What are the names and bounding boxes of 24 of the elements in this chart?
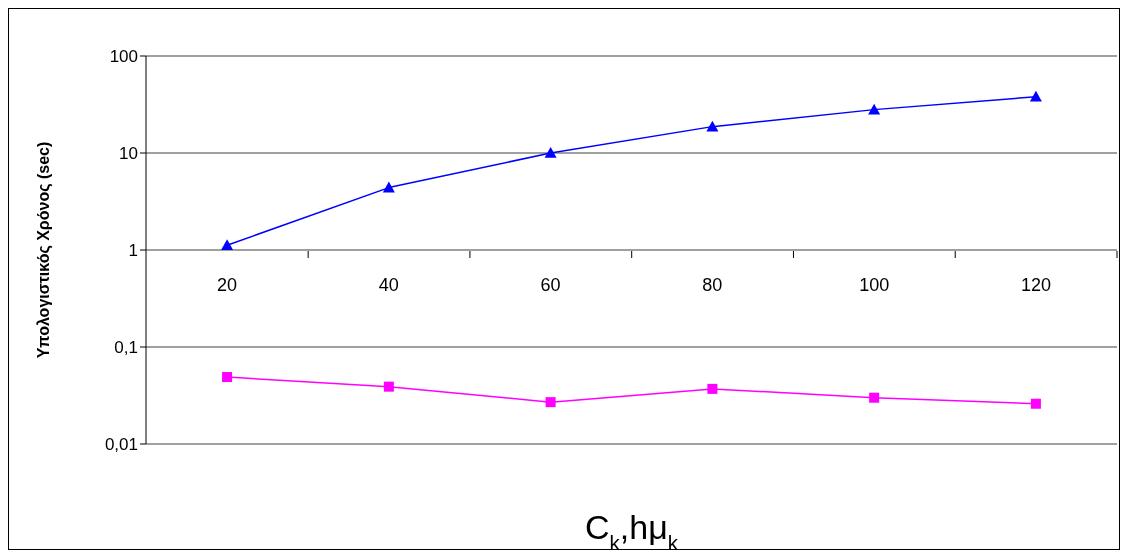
x-tick-label: 40 bbox=[378, 275, 399, 295]
point bbox=[544, 147, 557, 158]
y-tick-label: 0,01 bbox=[104, 435, 138, 455]
point bbox=[545, 397, 556, 408]
point bbox=[221, 239, 234, 251]
y-axis-title: Υπολογιστικός Χρόνος (sec) bbox=[35, 141, 53, 359]
x-tick-label: 120 bbox=[1020, 275, 1051, 295]
point bbox=[1029, 90, 1042, 102]
x-tick-label: 80 bbox=[702, 275, 723, 295]
point bbox=[383, 381, 394, 392]
x-tick-label: 20 bbox=[217, 275, 238, 295]
x-tick-label: 100 bbox=[859, 275, 890, 295]
point bbox=[706, 120, 719, 132]
point bbox=[382, 181, 395, 193]
y-tick-label: 1 bbox=[128, 241, 138, 261]
point bbox=[868, 103, 881, 115]
y-tick-label: 0,1 bbox=[114, 338, 138, 358]
point bbox=[869, 392, 880, 403]
y-tick-label: 10 bbox=[119, 144, 138, 164]
x-tick-label: 60 bbox=[540, 275, 561, 295]
point bbox=[1030, 398, 1041, 409]
point bbox=[222, 372, 233, 383]
point bbox=[707, 383, 718, 394]
y-tick-label: 100 bbox=[109, 47, 138, 67]
